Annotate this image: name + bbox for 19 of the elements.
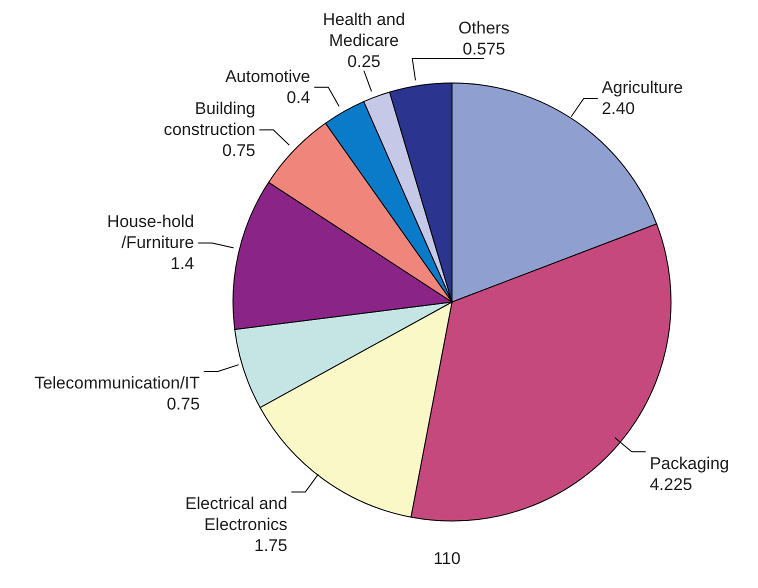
- slice-label: House-hold /Furniture: [107, 212, 194, 252]
- slice-label: Building construction: [164, 98, 256, 139]
- data-label: 0.25: [347, 52, 380, 71]
- data-label: 0.75: [222, 140, 256, 160]
- slice-label: Health and Medicare: [322, 10, 406, 50]
- slice-label: Automotive: [225, 66, 310, 86]
- slice-label: Agriculture: [602, 78, 683, 98]
- data-label: 1.4: [170, 254, 194, 273]
- slice-label: Electrical and Electronics: [185, 494, 288, 534]
- slice-label: Others: [458, 18, 510, 38]
- data-label: 0.575: [462, 40, 506, 59]
- slice-label: Telecommunication/IT: [34, 373, 200, 392]
- data-label: 1.75: [254, 536, 288, 555]
- slice-label: Packaging: [650, 454, 730, 473]
- data-label: 0.75: [166, 394, 200, 414]
- text: 110: [433, 549, 461, 568]
- data-label: 2.40: [602, 99, 635, 118]
- data-label: 4.225: [650, 474, 692, 494]
- data-label: 0.4: [286, 88, 310, 107]
